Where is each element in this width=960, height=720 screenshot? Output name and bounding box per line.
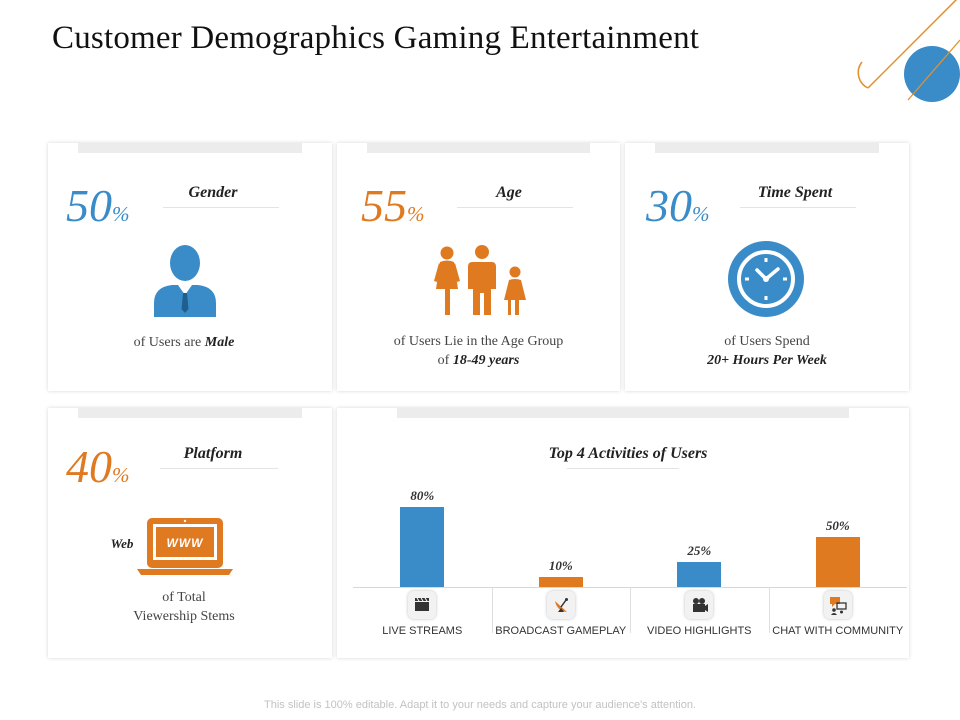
age-percent: 55% [361, 180, 425, 231]
bar-value-label-1: 80% [410, 488, 435, 503]
family-icon [434, 245, 526, 315]
card-tab [78, 408, 302, 418]
activities-bar-chart: 80% LIVE STREAMS 10% BROADCAST GAMEPLAY 25% V… [337, 408, 909, 658]
platform-percent: 40% [66, 441, 130, 492]
category-label-3: VIDEO HIGHLIGHTS [646, 625, 752, 637]
bar-4 [815, 537, 860, 587]
camera-icon [685, 591, 714, 619]
page-title: Customer Demographics Gaming Entertainme… [52, 20, 700, 56]
laptop-www-icon: WWW [137, 518, 233, 575]
bar-value-label-2: 10% [548, 558, 573, 573]
bar-value-label-3: 25% [687, 543, 712, 558]
divider [160, 468, 278, 469]
time-spent-card: 30% Time Spent of Users Spend 20+ Hours … [625, 143, 909, 391]
laptop-screen-text: WWW [167, 536, 205, 550]
gender-card: 50% Gender of Users are Male [48, 143, 332, 391]
category-separator [491, 587, 493, 633]
divider [740, 207, 856, 208]
age-card: 55% Age of Users Lie in the Age Group of… [337, 143, 620, 391]
bar-value-label-4: 50% [825, 518, 850, 533]
card-tab [367, 143, 590, 153]
satellite-dish-icon [546, 591, 575, 619]
card-tab [655, 143, 879, 153]
footer-note: This slide is 100% editable. Adapt it to… [264, 699, 696, 711]
card-tab [78, 143, 302, 153]
bar-1 [400, 507, 445, 587]
age-description: of Users Lie in the Age Group of 18-49 y… [393, 334, 564, 368]
time-spent-label: Time Spent [757, 184, 833, 201]
platform-description: of Total Viewership Stems [133, 590, 235, 624]
web-label: Web [110, 536, 134, 551]
card-tab [397, 408, 849, 418]
male-user-icon [154, 245, 216, 317]
category-separator [768, 587, 770, 633]
bar-3 [677, 562, 722, 587]
gender-percent: 50% [66, 180, 130, 231]
activities-card: Top 4 Activities of Users 80% LIVE STREAM… [337, 408, 909, 658]
category-label-1: LIVE STREAMS [382, 625, 463, 637]
platform-label: Platform [183, 445, 243, 462]
time-spent-percent: 30% [646, 180, 710, 231]
category-label-4: CHAT WITH COMMUNITY [772, 625, 904, 637]
bar-2 [538, 577, 583, 587]
chat-icon [823, 591, 852, 619]
clapperboard-icon [408, 591, 437, 619]
divider [567, 468, 679, 469]
platform-card: 40% Platform Web WWW of Total Viewership… [48, 408, 332, 658]
decorative-circles-icon [857, 0, 960, 102]
gender-description: of Users are Male [133, 335, 235, 350]
category-separator [630, 587, 631, 633]
time-spent-description: of Users Spend 20+ Hours Per Week [707, 334, 827, 368]
activities-title: Top 4 Activities of Users [548, 445, 708, 462]
age-label: Age [496, 184, 522, 201]
gender-label: Gender [188, 184, 238, 201]
clock-icon [728, 241, 804, 317]
divider [457, 207, 573, 208]
category-label-2: BROADCAST GAMEPLAY [495, 625, 627, 637]
divider [163, 207, 279, 208]
